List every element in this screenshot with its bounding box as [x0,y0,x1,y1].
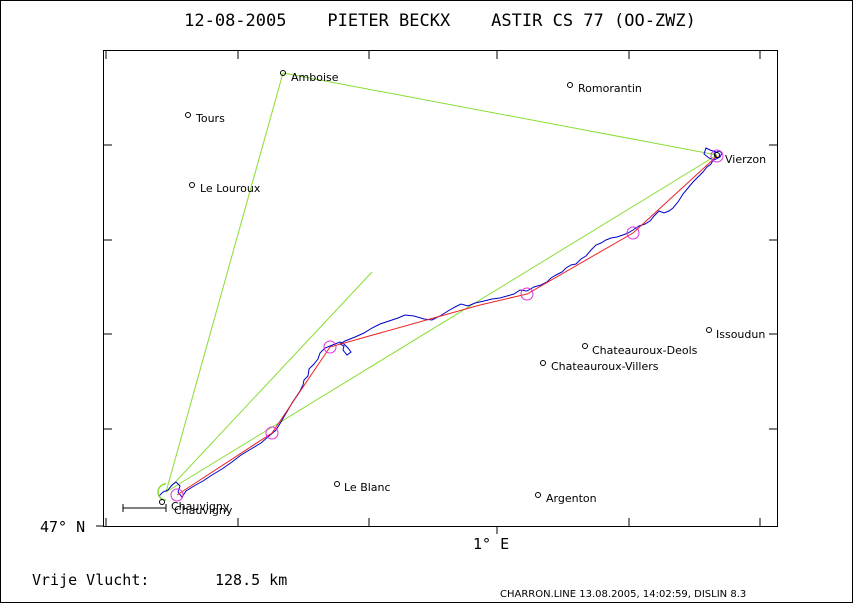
place-marker-vierzon [714,152,720,158]
place-label: Romorantin [578,82,642,95]
place-label: Issoudun [716,328,765,341]
task-line-partial [165,271,373,493]
place-marker-issoudun [706,327,712,333]
place-marker-argenton [535,492,541,498]
task-line-to-amboise [165,72,284,493]
plot-frame [103,50,778,527]
place-marker-chateauroux-villers [540,360,546,366]
place-label: Chateauroux-Deols [592,344,698,357]
free-flight-legs [176,155,718,496]
turnpoint-circle [323,340,337,354]
page-title: 12-08-2005 PIETER BECKX ASTIR CS 77 (OO-… [184,11,696,31]
x-axis-label: 1° E [473,535,509,553]
place-marker-le-louroux [189,182,195,188]
place-label: Tours [195,112,225,125]
y-ticks-left [96,144,112,527]
start-marker [157,483,167,501]
distance-value: 128.5 km [215,571,287,589]
place-marker-romorantin [567,82,573,88]
y-axis-label: 47° N [40,518,85,536]
task-lines [165,72,718,493]
y-ticks-right [769,144,777,430]
task-line-amboise-vierzon [282,72,718,156]
place-label: Argenton [546,492,597,505]
place-label: Le Blanc [344,481,391,494]
credits-line: CHARRON.LINE 13.08.2005, 14:02:59, DISLI… [500,589,746,600]
place-marker-tours [185,112,191,118]
place-label: Chauvigny [171,500,230,513]
place-markers [159,70,720,505]
place-labels: Amboise Romorantin Tours Vierzon Le Lour… [171,71,766,517]
turnpoint-circle [265,426,279,440]
place-label: Le Louroux [200,182,261,195]
place-marker-chateauroux-deols [582,343,588,349]
scale-bar [122,504,167,512]
task-line-vierzon-start [165,154,718,493]
place-marker-amboise [280,70,286,76]
turnpoint-circle [626,226,640,240]
turnpoint-circles [170,149,724,502]
place-marker-chauvigny [159,499,165,505]
place-marker-le-blanc [334,481,340,487]
distance-label: Vrije Vlucht: [32,571,149,589]
place-label: Vierzon [725,153,766,166]
turnpoint-circle [520,287,534,301]
x-ticks-bottom [105,518,761,534]
turnpoint-circle [170,488,184,502]
turnpoint-circle [710,149,724,163]
place-label: Chauvigny [174,504,233,517]
place-label: Chateauroux-Villers [551,360,659,373]
place-label: Amboise [291,71,339,84]
x-ticks-top [105,51,761,59]
